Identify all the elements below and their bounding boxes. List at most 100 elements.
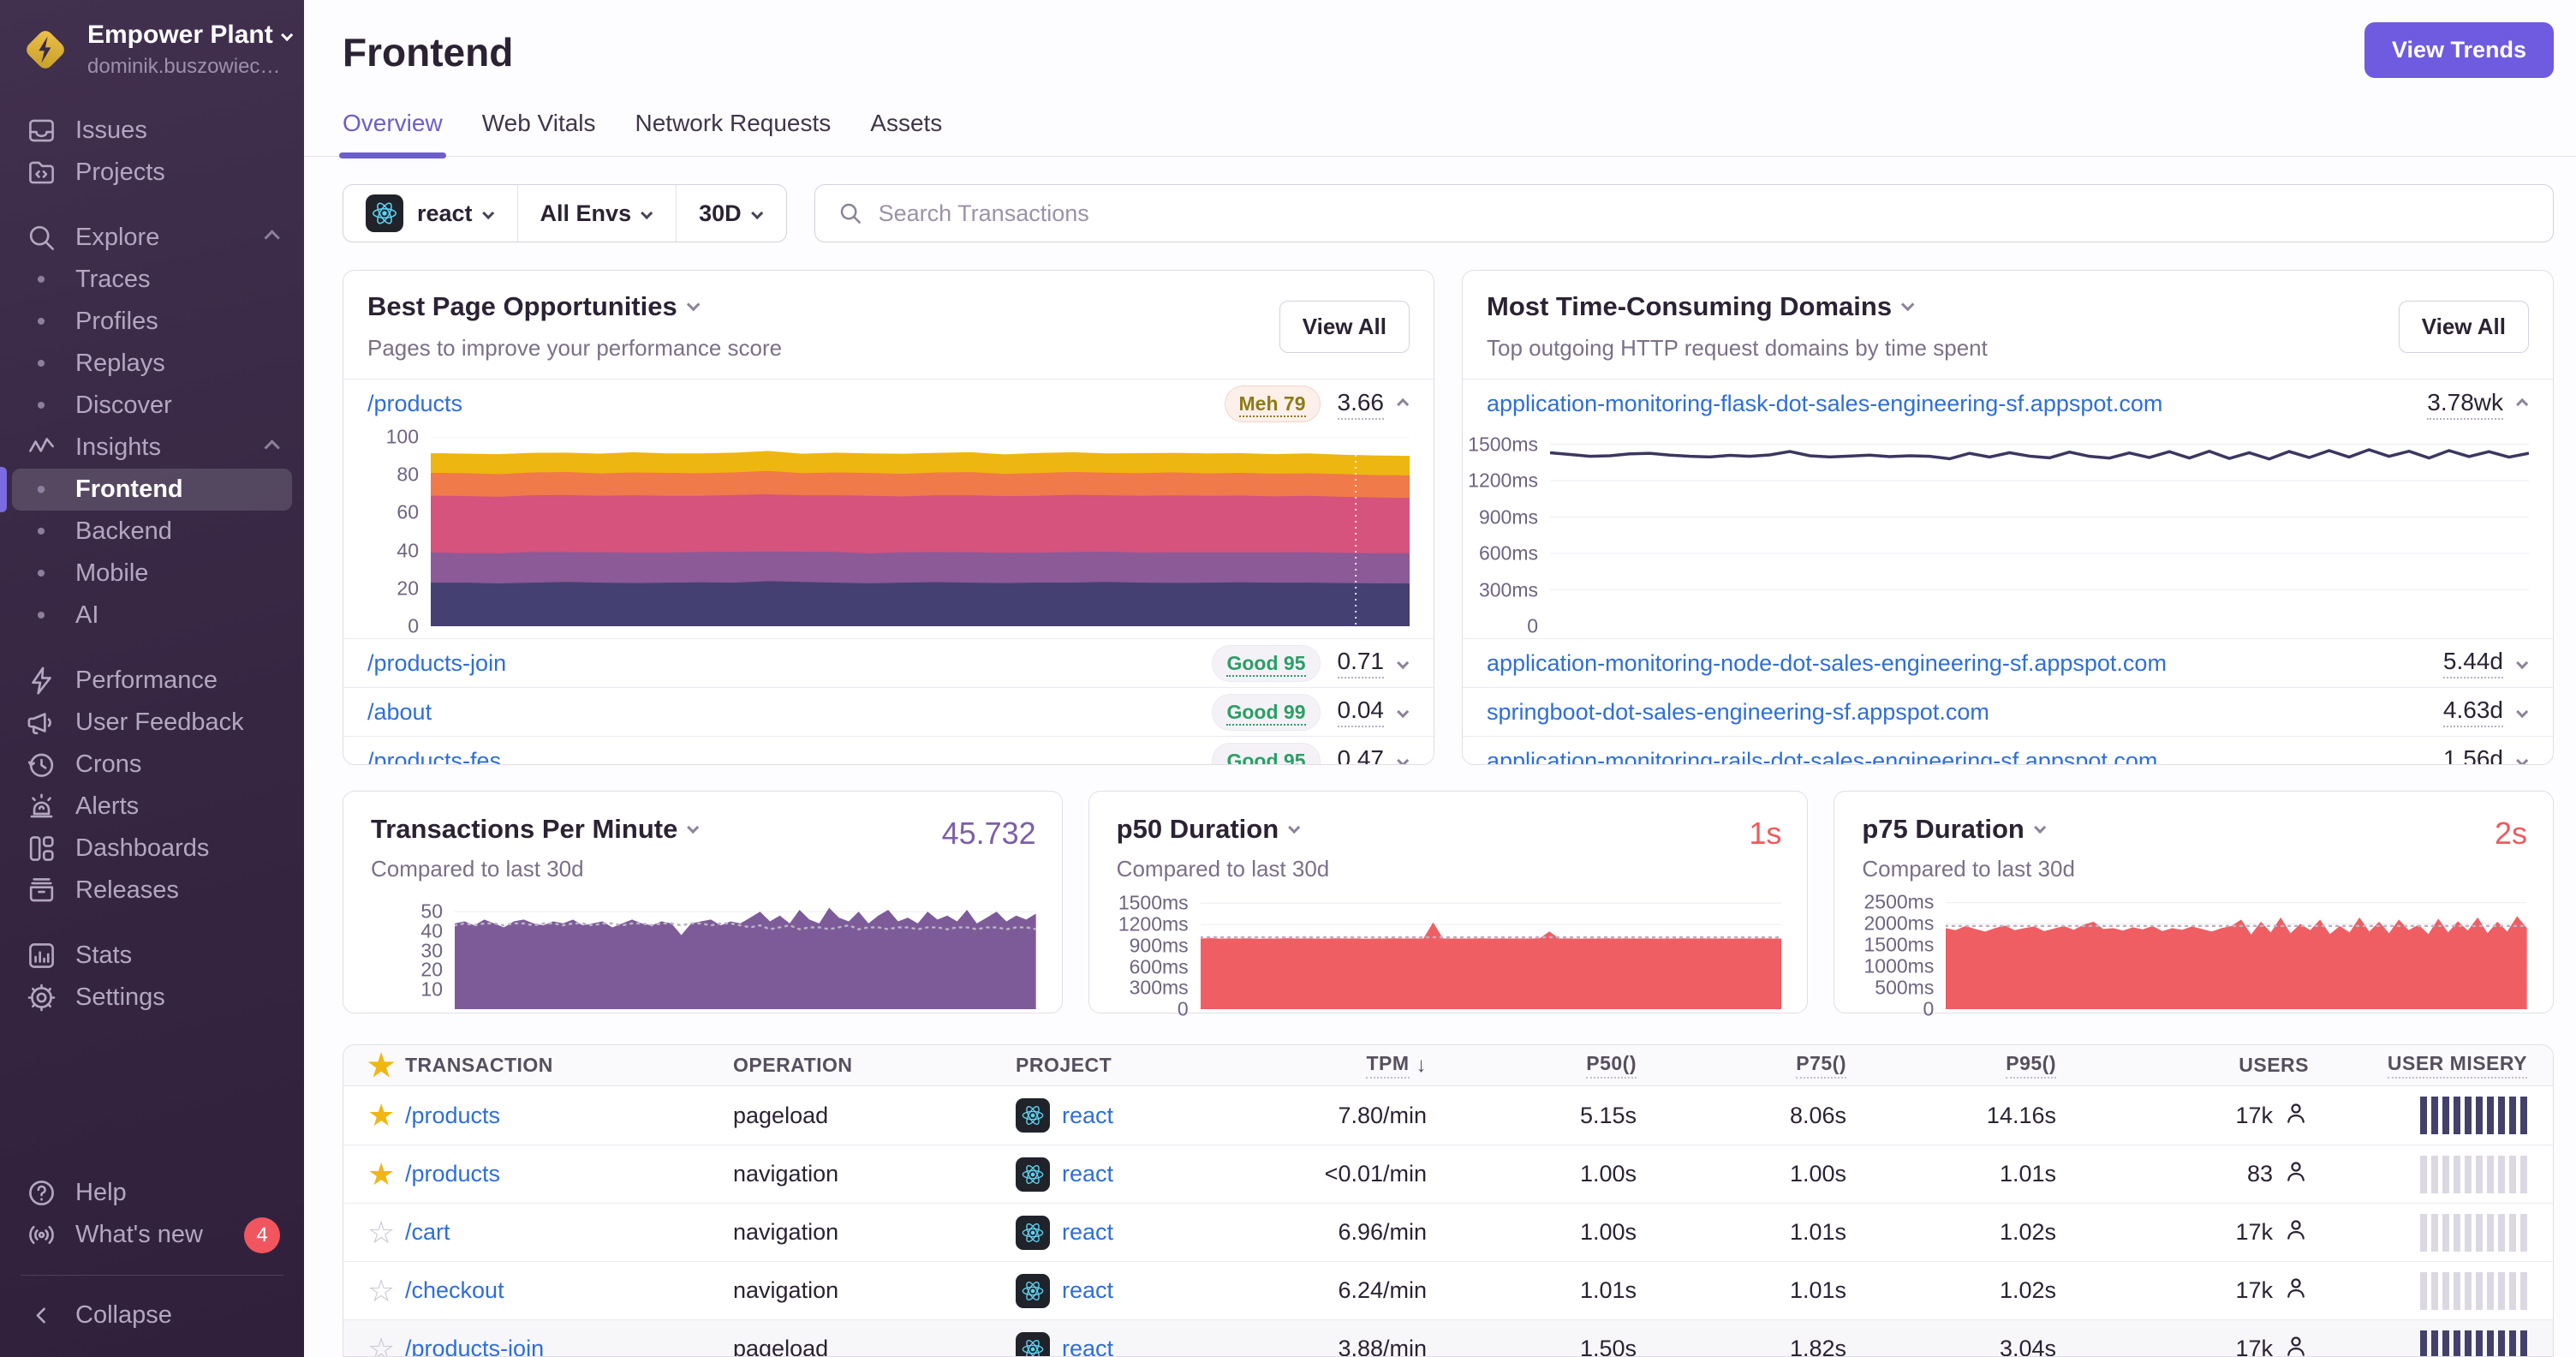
- chevron-down-icon[interactable]: [1397, 656, 1410, 670]
- chevron-down-icon[interactable]: [2516, 656, 2529, 670]
- chevron-down-icon[interactable]: [2516, 705, 2529, 719]
- p95-cell: 1.02s: [1999, 1277, 2056, 1303]
- sidebar-item-stats[interactable]: Stats: [12, 935, 292, 977]
- sidebar-item-settings[interactable]: Settings: [12, 977, 292, 1019]
- misery-bar: [2520, 1213, 2527, 1252]
- column-header-transaction[interactable]: TRANSACTION: [405, 1054, 553, 1076]
- column-header-tpm[interactable]: TPM ↓: [1264, 1052, 1427, 1079]
- sidebar-item-mobile[interactable]: • Mobile: [36, 559, 149, 588]
- env-filter[interactable]: All Envs: [516, 185, 677, 242]
- sidebar-item-label: Profiles: [75, 308, 158, 335]
- column-header-operation[interactable]: OPERATION: [733, 1054, 853, 1076]
- sidebar-item-releases[interactable]: Releases: [12, 870, 292, 912]
- project-link[interactable]: react: [1062, 1102, 1114, 1128]
- page-link[interactable]: /products: [367, 391, 463, 416]
- star-icon[interactable]: ☆: [367, 1272, 396, 1308]
- tab-web-vitals[interactable]: Web Vitals: [481, 110, 596, 136]
- domain-link[interactable]: application-monitoring-rails-dot-sales-e…: [1487, 747, 2158, 765]
- score-badge: Good 95: [1212, 742, 1321, 764]
- sidebar-item-user-feedback[interactable]: User Feedback: [12, 702, 292, 744]
- star-cell[interactable]: ★: [343, 1156, 405, 1192]
- transaction-link[interactable]: /checkout: [405, 1277, 504, 1303]
- domain-link[interactable]: application-monitoring-flask-dot-sales-e…: [1487, 391, 2163, 416]
- react-icon: [1016, 1157, 1050, 1192]
- sidebar-item-discover[interactable]: • Discover: [36, 391, 172, 420]
- transaction-cell: /cart: [405, 1219, 733, 1246]
- chevron-down-icon[interactable]: [687, 821, 700, 834]
- sidebar-item-replays[interactable]: • Replays: [36, 349, 165, 378]
- project-link[interactable]: react: [1062, 1277, 1114, 1303]
- star-icon[interactable]: ★: [367, 1156, 396, 1192]
- user-icon: [2283, 1100, 2309, 1132]
- star-cell[interactable]: ☆: [343, 1217, 405, 1248]
- domain-link[interactable]: springboot-dot-sales-engineering-sf.apps…: [1487, 698, 1989, 725]
- column-header-project[interactable]: PROJECT: [1016, 1054, 1112, 1076]
- transaction-link[interactable]: /cart: [405, 1219, 450, 1245]
- transaction-link[interactable]: /products: [405, 1161, 501, 1187]
- metric-card-title: p75 Duration: [1852, 814, 2527, 845]
- table-row: ★ /products navigation react <0.01/min 1.00s 1…: [343, 1145, 2553, 1203]
- chevron-up-icon[interactable]: [1397, 398, 1410, 410]
- tab-network-requests[interactable]: Network Requests: [635, 110, 832, 136]
- tab-overview[interactable]: Overview: [339, 110, 446, 158]
- column-header-p75[interactable]: P75(): [1637, 1052, 1846, 1079]
- sidebar-item-alerts[interactable]: Alerts: [12, 786, 292, 828]
- sidebar-item-backend[interactable]: • Backend: [36, 517, 172, 546]
- column-header-p95[interactable]: P95(): [1846, 1052, 2056, 1079]
- project-link[interactable]: react: [1062, 1161, 1114, 1187]
- active-indicator: [0, 467, 7, 512]
- misery-bar: [2454, 1271, 2460, 1310]
- chevron-up-icon[interactable]: [2516, 398, 2529, 410]
- column-header-misery[interactable]: USER MISERY: [2309, 1052, 2553, 1079]
- search-input[interactable]: [878, 200, 2531, 227]
- opportunity-row: /products-fes Good 95 0.47: [343, 736, 1434, 765]
- chevron-down-icon[interactable]: [1397, 705, 1410, 719]
- chevron-down-icon[interactable]: [2516, 754, 2529, 764]
- sidebar-item-collapse[interactable]: Collapse: [12, 1294, 292, 1336]
- sidebar-item-explore[interactable]: Explore: [12, 217, 292, 259]
- chart-y-axis: 0 300ms 600ms 900ms 1200ms 1500ms: [1118, 891, 1189, 1020]
- project-link[interactable]: react: [1062, 1336, 1114, 1357]
- star-icon[interactable]: ☆: [367, 1330, 396, 1357]
- sidebar-item-issues[interactable]: Issues: [12, 110, 292, 152]
- page-link[interactable]: /about: [367, 698, 432, 725]
- tab-assets[interactable]: Assets: [870, 110, 943, 136]
- chevron-down-icon[interactable]: [2033, 821, 2047, 834]
- sidebar-item-performance[interactable]: Performance: [12, 660, 292, 702]
- star-icon[interactable]: ★: [367, 1097, 396, 1133]
- column-header-p50[interactable]: P50(): [1427, 1052, 1637, 1079]
- sidebar-item-frontend[interactable]: • Frontend: [0, 467, 292, 512]
- star-cell[interactable]: ★: [343, 1100, 405, 1131]
- transaction-link[interactable]: /products-join: [405, 1336, 545, 1357]
- page-link[interactable]: /products-fes: [367, 747, 502, 765]
- view-all-button[interactable]: View All: [1279, 300, 1410, 353]
- chevron-down-icon[interactable]: [1900, 297, 1915, 311]
- star-cell[interactable]: ☆: [343, 1330, 405, 1357]
- transaction-link[interactable]: /products: [405, 1102, 501, 1128]
- org-switcher[interactable]: Empower Plant dominik.buszowiec…: [0, 0, 304, 87]
- chevron-down-icon[interactable]: [1397, 754, 1410, 764]
- sidebar-item-traces[interactable]: • Traces: [36, 265, 151, 294]
- domain-link[interactable]: application-monitoring-node-dot-sales-en…: [1487, 649, 2167, 676]
- misery-bar: [2420, 1271, 2427, 1310]
- sidebar-item-ai[interactable]: • AI: [36, 601, 99, 630]
- sidebar-item-profiles[interactable]: • Profiles: [36, 307, 158, 336]
- star-cell[interactable]: ☆: [343, 1272, 405, 1308]
- star-icon[interactable]: ☆: [367, 1214, 396, 1250]
- row-metrics: Good 99 0.04: [1212, 693, 1410, 731]
- view-trends-button[interactable]: View Trends: [2364, 22, 2554, 78]
- chevron-down-icon[interactable]: [686, 297, 701, 311]
- view-all-button[interactable]: View All: [2398, 300, 2529, 353]
- period-filter[interactable]: 30D: [676, 185, 786, 242]
- project-filter[interactable]: react: [343, 185, 517, 242]
- column-header-users[interactable]: USERS: [2239, 1054, 2309, 1076]
- sidebar-item-dashboards[interactable]: Dashboards: [12, 828, 292, 870]
- page-link[interactable]: /products-join: [367, 649, 507, 676]
- sidebar-item-crons[interactable]: Crons: [12, 744, 292, 786]
- chevron-down-icon[interactable]: [1288, 821, 1301, 834]
- sidebar-item-help[interactable]: Help: [12, 1172, 292, 1214]
- sidebar-item-projects[interactable]: Projects: [12, 152, 292, 194]
- project-link[interactable]: react: [1062, 1219, 1114, 1245]
- sidebar-item-insights[interactable]: Insights: [12, 427, 292, 469]
- sidebar-item-what-s-new[interactable]: What's new 4: [12, 1214, 292, 1256]
